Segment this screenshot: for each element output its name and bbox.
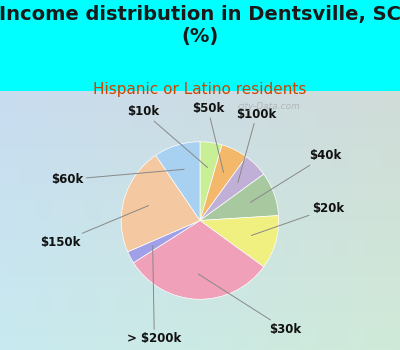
Wedge shape bbox=[200, 216, 279, 267]
Text: $50k: $50k bbox=[192, 102, 224, 173]
Wedge shape bbox=[200, 157, 264, 220]
Wedge shape bbox=[121, 155, 200, 252]
Text: city-Data.com: city-Data.com bbox=[238, 102, 301, 111]
Text: Hispanic or Latino residents: Hispanic or Latino residents bbox=[93, 82, 307, 97]
Text: $150k: $150k bbox=[40, 205, 148, 249]
Text: $10k: $10k bbox=[127, 105, 208, 168]
Text: > $200k: > $200k bbox=[127, 246, 182, 345]
Wedge shape bbox=[200, 145, 246, 220]
Text: $30k: $30k bbox=[198, 274, 301, 336]
Text: $20k: $20k bbox=[252, 202, 344, 236]
Wedge shape bbox=[128, 220, 200, 263]
Wedge shape bbox=[200, 142, 222, 220]
Text: $40k: $40k bbox=[250, 149, 341, 202]
Text: Income distribution in Dentsville, SC
(%): Income distribution in Dentsville, SC (%… bbox=[0, 5, 400, 46]
Text: $60k: $60k bbox=[51, 169, 184, 186]
Wedge shape bbox=[200, 174, 278, 220]
Wedge shape bbox=[134, 220, 264, 299]
Wedge shape bbox=[156, 142, 200, 220]
Text: $100k: $100k bbox=[236, 108, 277, 183]
